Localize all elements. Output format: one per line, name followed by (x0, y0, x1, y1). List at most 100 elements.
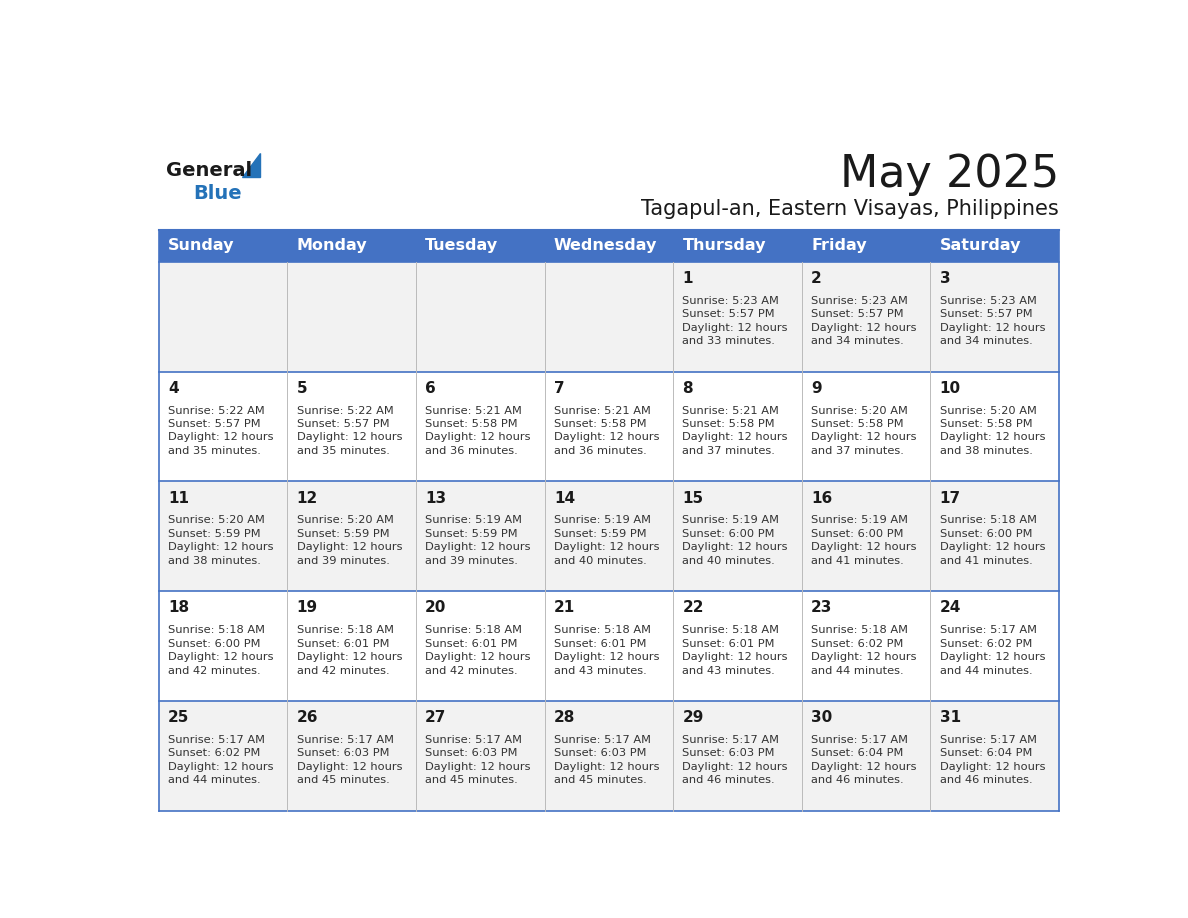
Text: Daylight: 12 hours: Daylight: 12 hours (940, 543, 1045, 553)
Text: and 40 minutes.: and 40 minutes. (554, 555, 646, 565)
Text: Daylight: 12 hours: Daylight: 12 hours (297, 432, 402, 442)
Text: 1: 1 (682, 271, 693, 286)
Text: and 40 minutes.: and 40 minutes. (682, 555, 776, 565)
Text: and 35 minutes.: and 35 minutes. (168, 446, 260, 456)
Text: 13: 13 (425, 491, 447, 506)
Text: Daylight: 12 hours: Daylight: 12 hours (554, 432, 659, 442)
Text: Sunrise: 5:23 AM: Sunrise: 5:23 AM (682, 296, 779, 306)
Text: Daylight: 12 hours: Daylight: 12 hours (168, 543, 273, 553)
Text: Daylight: 12 hours: Daylight: 12 hours (682, 543, 788, 553)
Text: Sunrise: 5:19 AM: Sunrise: 5:19 AM (682, 515, 779, 525)
Text: 7: 7 (554, 381, 564, 396)
Text: and 34 minutes.: and 34 minutes. (940, 336, 1032, 346)
Text: Daylight: 12 hours: Daylight: 12 hours (425, 762, 531, 772)
Text: and 39 minutes.: and 39 minutes. (425, 555, 518, 565)
Text: Daylight: 12 hours: Daylight: 12 hours (297, 652, 402, 662)
Text: Sunset: 5:58 PM: Sunset: 5:58 PM (554, 419, 646, 429)
Text: Sunrise: 5:21 AM: Sunrise: 5:21 AM (682, 406, 779, 416)
Text: Sunset: 5:57 PM: Sunset: 5:57 PM (682, 309, 775, 319)
Text: 4: 4 (168, 381, 178, 396)
Text: Sunset: 6:02 PM: Sunset: 6:02 PM (811, 639, 904, 649)
Text: and 37 minutes.: and 37 minutes. (811, 446, 904, 456)
Bar (158, 230, 1060, 262)
Text: Sunset: 6:01 PM: Sunset: 6:01 PM (297, 639, 388, 649)
Text: and 35 minutes.: and 35 minutes. (297, 446, 390, 456)
Text: Sunset: 5:58 PM: Sunset: 5:58 PM (425, 419, 518, 429)
Text: Daylight: 12 hours: Daylight: 12 hours (811, 543, 917, 553)
Text: Sunrise: 5:21 AM: Sunrise: 5:21 AM (554, 406, 651, 416)
Text: and 39 minutes.: and 39 minutes. (297, 555, 390, 565)
Text: Daylight: 12 hours: Daylight: 12 hours (168, 652, 273, 662)
Text: and 38 minutes.: and 38 minutes. (168, 555, 260, 565)
Text: Daylight: 12 hours: Daylight: 12 hours (297, 543, 402, 553)
Text: Daylight: 12 hours: Daylight: 12 hours (811, 323, 917, 332)
Text: and 42 minutes.: and 42 minutes. (297, 666, 390, 676)
Text: Sunrise: 5:17 AM: Sunrise: 5:17 AM (297, 735, 393, 744)
Text: Sunset: 6:01 PM: Sunset: 6:01 PM (554, 639, 646, 649)
Text: Sunset: 5:59 PM: Sunset: 5:59 PM (554, 529, 646, 539)
Text: Sunrise: 5:19 AM: Sunrise: 5:19 AM (811, 515, 908, 525)
Text: Sunset: 5:58 PM: Sunset: 5:58 PM (682, 419, 775, 429)
Text: Sunset: 5:58 PM: Sunset: 5:58 PM (811, 419, 904, 429)
Bar (158, 481, 1060, 591)
Text: Sunrise: 5:17 AM: Sunrise: 5:17 AM (940, 625, 1037, 635)
Text: Sunday: Sunday (168, 238, 234, 253)
Text: Sunset: 5:57 PM: Sunset: 5:57 PM (940, 309, 1032, 319)
Text: Monday: Monday (297, 238, 367, 253)
Text: Tuesday: Tuesday (425, 238, 498, 253)
Text: Sunset: 6:00 PM: Sunset: 6:00 PM (168, 639, 260, 649)
Text: Sunset: 5:59 PM: Sunset: 5:59 PM (168, 529, 260, 539)
Text: Daylight: 12 hours: Daylight: 12 hours (168, 432, 273, 442)
Text: 21: 21 (554, 600, 575, 615)
Text: and 46 minutes.: and 46 minutes. (940, 776, 1032, 786)
Text: Daylight: 12 hours: Daylight: 12 hours (682, 652, 788, 662)
Text: and 45 minutes.: and 45 minutes. (554, 776, 646, 786)
Text: 28: 28 (554, 711, 575, 725)
Text: Daylight: 12 hours: Daylight: 12 hours (811, 652, 917, 662)
Text: Tagapul-an, Eastern Visayas, Philippines: Tagapul-an, Eastern Visayas, Philippines (642, 198, 1060, 218)
Text: Daylight: 12 hours: Daylight: 12 hours (554, 543, 659, 553)
Text: 29: 29 (682, 711, 703, 725)
Text: and 44 minutes.: and 44 minutes. (811, 666, 904, 676)
Text: and 42 minutes.: and 42 minutes. (168, 666, 260, 676)
Text: and 43 minutes.: and 43 minutes. (554, 666, 646, 676)
Text: General: General (166, 161, 252, 180)
Text: Sunrise: 5:22 AM: Sunrise: 5:22 AM (297, 406, 393, 416)
Text: Daylight: 12 hours: Daylight: 12 hours (940, 323, 1045, 332)
Text: Sunset: 6:03 PM: Sunset: 6:03 PM (425, 748, 518, 758)
Text: Daylight: 12 hours: Daylight: 12 hours (554, 652, 659, 662)
Text: Daylight: 12 hours: Daylight: 12 hours (425, 432, 531, 442)
Bar (158, 591, 1060, 701)
Text: Daylight: 12 hours: Daylight: 12 hours (297, 762, 402, 772)
Text: Sunset: 5:57 PM: Sunset: 5:57 PM (297, 419, 390, 429)
Text: 16: 16 (811, 491, 833, 506)
Text: Sunset: 6:03 PM: Sunset: 6:03 PM (682, 748, 775, 758)
Text: 30: 30 (811, 711, 833, 725)
Text: and 44 minutes.: and 44 minutes. (940, 666, 1032, 676)
Text: 3: 3 (940, 271, 950, 286)
Text: Wednesday: Wednesday (554, 238, 657, 253)
Text: 2: 2 (811, 271, 822, 286)
Text: Daylight: 12 hours: Daylight: 12 hours (682, 432, 788, 442)
Text: Sunset: 6:01 PM: Sunset: 6:01 PM (682, 639, 775, 649)
Text: Sunset: 6:00 PM: Sunset: 6:00 PM (811, 529, 904, 539)
Text: Blue: Blue (194, 184, 242, 203)
Text: Sunset: 5:58 PM: Sunset: 5:58 PM (940, 419, 1032, 429)
Text: 5: 5 (297, 381, 308, 396)
Text: 6: 6 (425, 381, 436, 396)
Text: 19: 19 (297, 600, 317, 615)
Text: Sunset: 6:01 PM: Sunset: 6:01 PM (425, 639, 518, 649)
Text: Daylight: 12 hours: Daylight: 12 hours (682, 762, 788, 772)
Text: Sunrise: 5:18 AM: Sunrise: 5:18 AM (297, 625, 393, 635)
Text: and 44 minutes.: and 44 minutes. (168, 776, 260, 786)
Text: and 45 minutes.: and 45 minutes. (425, 776, 518, 786)
Text: and 41 minutes.: and 41 minutes. (811, 555, 904, 565)
Text: 17: 17 (940, 491, 961, 506)
Text: Sunrise: 5:18 AM: Sunrise: 5:18 AM (168, 625, 265, 635)
Text: Sunrise: 5:21 AM: Sunrise: 5:21 AM (425, 406, 522, 416)
Text: 22: 22 (682, 600, 704, 615)
Text: and 46 minutes.: and 46 minutes. (811, 776, 904, 786)
Text: 18: 18 (168, 600, 189, 615)
Text: Daylight: 12 hours: Daylight: 12 hours (425, 543, 531, 553)
Text: Sunrise: 5:18 AM: Sunrise: 5:18 AM (682, 625, 779, 635)
